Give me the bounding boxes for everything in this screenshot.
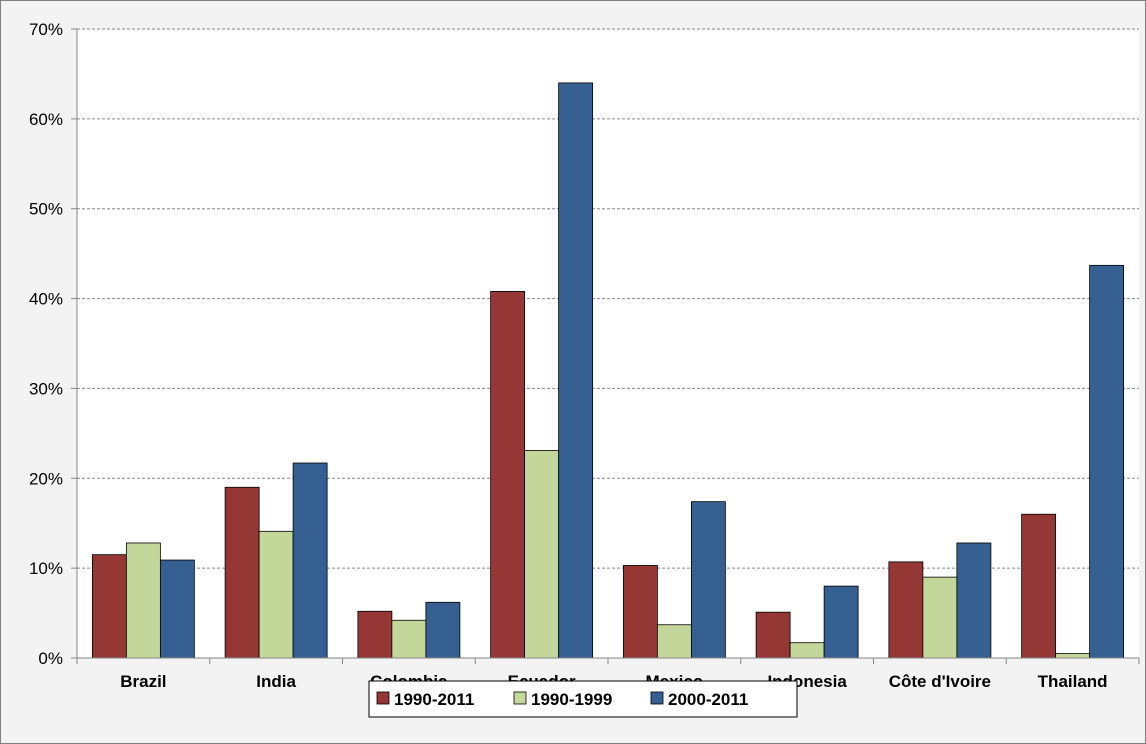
y-tick-label: 50% — [29, 200, 63, 219]
bar-1990-1999-Côte d'Ivoire — [922, 576, 958, 659]
category-label: India — [256, 672, 296, 691]
y-tick-label: 20% — [29, 469, 63, 488]
bar-2000-2011-Thailand — [1089, 264, 1125, 659]
bar-1990-2011-Thailand — [1021, 513, 1057, 659]
bar-2000-2011-Ecuador — [558, 82, 594, 659]
legend-swatch — [650, 691, 664, 705]
legend-box — [368, 680, 798, 718]
bar-2000-2011-Côte d'Ivoire — [956, 542, 992, 659]
y-tick-label: 0% — [38, 649, 63, 668]
category-label: Thailand — [1038, 672, 1108, 691]
bar-1990-1999-Brazil — [125, 542, 161, 659]
y-tick-label: 60% — [29, 110, 63, 129]
bar-1990-1999-India — [258, 530, 294, 659]
legend-swatch — [513, 691, 527, 705]
bar-1990-1999-Indonesia — [789, 642, 825, 659]
legend-label: 1990-2011 — [394, 690, 474, 709]
bar-1990-2011-Indonesia — [755, 611, 791, 659]
bar-2000-2011-Indonesia — [823, 585, 859, 659]
bar-2000-2011-India — [292, 462, 328, 659]
bar-1990-1999-Thailand — [1055, 653, 1091, 659]
bar-1990-1999-Ecuador — [524, 450, 560, 659]
bar-1990-2011-Côte d'Ivoire — [888, 561, 924, 659]
category-label: Brazil — [120, 672, 166, 691]
bar-1990-1999-Mexico — [656, 624, 692, 659]
bar-1990-2011-India — [224, 486, 260, 659]
legend-label: 1990-1999 — [531, 690, 612, 709]
bar-2000-2011-Brazil — [159, 559, 195, 659]
y-tick-label: 10% — [29, 559, 63, 578]
bar-1990-2011-Mexico — [622, 565, 658, 659]
bar-1990-2011-Brazil — [91, 554, 127, 659]
y-tick-label: 30% — [29, 379, 63, 398]
bar-1990-1999-Colombia — [391, 619, 427, 659]
bar-1990-2011-Colombia — [357, 610, 393, 659]
bar-2000-2011-Mexico — [690, 501, 726, 659]
legend-swatch — [376, 691, 390, 705]
y-tick-labels: 0% 10% 20% 30% 40% 50% 60% 70% — [29, 20, 63, 668]
legend-label: 2000-2011 — [668, 690, 748, 709]
bar-2000-2011-Colombia — [425, 601, 461, 659]
legend: 1990-2011 1990-1999 2000-2011 — [368, 680, 798, 718]
y-tick-label: 40% — [29, 290, 63, 309]
bar-1990-2011-Ecuador — [490, 290, 526, 659]
y-tick-label: 70% — [29, 20, 63, 39]
category-label: Côte d'Ivoire — [889, 672, 991, 691]
axes — [71, 28, 1140, 664]
